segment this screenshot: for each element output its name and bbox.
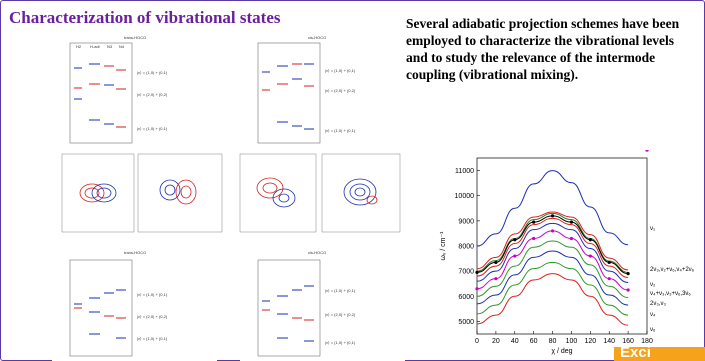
vibrational-frequency-chart: 0 20 40 60 80 100 120 140 160 180 5000 6000 7000 8000… [437,150,705,361]
series-point [607,260,611,264]
x-tick-label: 140 [603,338,615,345]
svg-text:|ν⟩ = (1,0) + (0,1): |ν⟩ = (1,0) + (0,1) [325,340,356,345]
diagram-header: cis-HOCO [308,250,326,255]
svg-text:|ν⟩ = (1,0) + (0,1): |ν⟩ = (1,0) + (0,1) [325,288,356,293]
series-point [588,254,592,258]
y-axis-label: ωᵥ / cm⁻¹ [440,231,447,261]
y-tick-label: 7000 [458,269,474,276]
diagram-header: trans-HOCO [124,250,146,255]
svg-text:H-adi: H-adi [90,44,100,49]
x-tick-label: 120 [584,338,596,345]
series-point [475,287,479,291]
series-line [476,250,629,306]
x-axis-label: χ / deg [551,348,572,355]
y-tick-label: 8000 [458,244,474,251]
series-point [532,220,536,224]
level-diagram-trans-2: trans-HOCO |ν⟩ = (1,0) + (0,1) |ν⟩ = (2,… [52,246,217,361]
series-point [475,270,479,274]
svg-text:|ν⟩ = (1,0) + (0,1): |ν⟩ = (1,0) + (0,1) [137,70,168,75]
series-point [494,260,498,264]
svg-text:|ν⟩ = (1,0) + (0,1): |ν⟩ = (1,0) + (0,1) [137,336,168,341]
curve-label: 2ν₃,ν₃ [650,301,666,307]
series-line [476,240,629,299]
series-point [569,236,574,241]
curve-label: ν₁ [650,226,655,232]
svg-text:|ν⟩ = (1,0) + (0,1): |ν⟩ = (1,0) + (0,1) [137,292,168,297]
svg-text:|ν⟩ = (1,0) + (0,1): |ν⟩ = (1,0) + (0,1) [137,126,168,131]
y-tick-label: 9000 [458,218,474,225]
banner-label: Exci [620,344,651,361]
x-tick-label: 0 [475,338,479,345]
series-point [626,272,630,276]
series-line [476,222,629,283]
diagram-header: cis-HOCO [308,35,326,40]
series-line [476,273,629,326]
svg-text:N3: N3 [107,44,113,49]
curve-label: 2ν₃,ν₂+ν₆,ν₄+2ν₆ [650,267,695,273]
x-tick-label: 160 [622,338,634,345]
curve-label: ν₆ [650,327,656,333]
series-point [645,150,649,152]
curve-label: ν₄+ν₃,ν₃+ν₆,3ν₆ [650,291,691,297]
next-section-banner: Exci [614,344,705,361]
level-diagram-cis-2: cis-HOCO |ν⟩ = (1,0) + (0,1) |ν⟩ = (2,0)… [240,246,405,361]
series-point [513,254,517,258]
svg-text:H2: H2 [76,44,82,49]
diagram-header: trans-HOCO [124,35,146,40]
svg-text:|ν⟩ = (2,0) + (0,2): |ν⟩ = (2,0) + (0,2) [325,88,356,93]
svg-text:|ν⟩ = (2,0) + (0,2): |ν⟩ = (2,0) + (0,2) [137,314,168,319]
x-tick-label: 180 [641,338,653,345]
series-point [550,229,555,233]
series-point [607,277,611,281]
svg-text:|ν⟩ = (2,0) + (0,2): |ν⟩ = (2,0) + (0,2) [325,312,356,317]
x-tick-label: 40 [511,338,519,345]
series-line [476,170,629,247]
plot-area [476,157,648,335]
svg-text:N4: N4 [119,44,125,49]
y-tick-label: 11000 [455,168,474,175]
y-tick-label: 6000 [458,294,474,301]
svg-text:|ν⟩ = (1,0) + (0,1): |ν⟩ = (1,0) + (0,1) [325,128,356,133]
level-diagram-trans: trans-HOCO H2 H-adi N3 N4 |ν⟩ = (1,0) + (0,… [52,34,217,150]
slide-title: Characterization of vibrational states [9,8,281,27]
description-text: Several adiabatic projection schemes hav… [406,16,680,82]
series-line [476,211,629,271]
svg-text:|ν⟩ = (1,0) + (0,1): |ν⟩ = (1,0) + (0,1) [325,68,356,73]
wavefunction-plots [52,148,404,244]
x-tick-label: 100 [566,338,578,345]
series-point [588,238,592,242]
series-point [532,236,536,241]
svg-text:|ν⟩ = (2,0) + (0,2): |ν⟩ = (2,0) + (0,2) [137,92,168,97]
level-diagram-cis: cis-HOCO |ν⟩ = (1,0) + (0,1) |ν⟩ = (2,0)… [240,34,405,150]
series-line [476,217,629,278]
series-point [626,288,630,292]
y-tick-label: 5000 [458,319,474,326]
series-point [513,238,517,242]
curve-label: ν₂ [650,282,656,288]
series-point [569,220,574,224]
x-tick-label: 60 [530,338,538,345]
series-line [476,261,629,316]
x-tick-label: 20 [492,338,500,345]
series-point [494,277,498,281]
series-point [550,214,555,218]
y-tick-label: 10000 [455,193,475,200]
curve-label: ν₄ [650,312,656,318]
series-line [476,212,629,273]
x-tick-label: 80 [549,338,557,345]
